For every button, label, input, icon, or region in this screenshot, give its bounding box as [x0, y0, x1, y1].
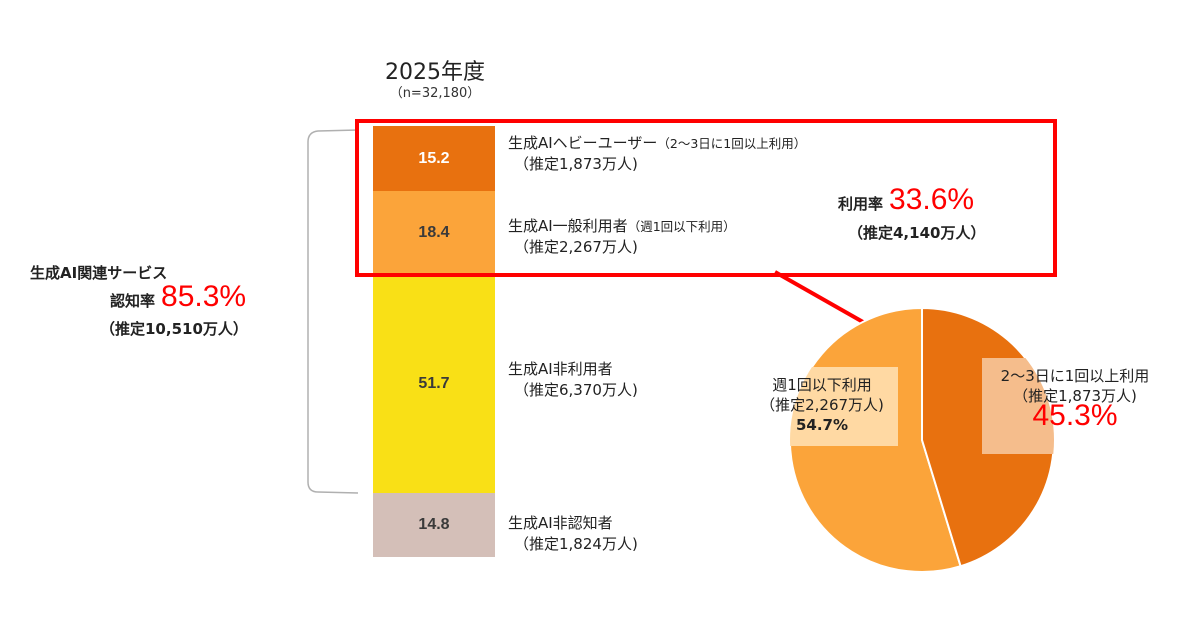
bar-segment-heavy-user: 15.2: [373, 126, 495, 191]
pie-label-text: 2～3日に1回以上利用: [1000, 367, 1150, 385]
segment-label-heavy-user: 生成AIヘビーユーザー（2～3日に1回以上利用） （推定1,873万人): [508, 133, 806, 175]
segment-label-non-user: 生成AI非利用者 （推定6,370万人): [508, 359, 638, 401]
sample-size: （n=32,180）: [389, 86, 481, 101]
pie-label-box-weekly: [790, 367, 898, 446]
usage-estimate: （推定4,140万人）: [848, 224, 986, 242]
bar-value: 14.8: [418, 516, 450, 533]
bar-segment-non-user: 51.7: [373, 275, 495, 493]
bar-value: 51.7: [418, 375, 450, 392]
segment-label-text: 生成AI非認知者: [508, 514, 613, 532]
awareness-rate-label: 認知率: [110, 292, 156, 310]
pie-label-pct: 45.3%: [1032, 399, 1118, 432]
segment-label-text: 生成AI一般利用者: [508, 217, 628, 235]
usage-rate-label: 利用率: [838, 195, 884, 213]
segment-estimate: （推定2,267万人): [514, 238, 638, 256]
segment-label-text: 生成AIヘビーユーザー: [508, 134, 658, 152]
segment-estimate: （推定6,370万人): [514, 381, 638, 399]
pie-label-estimate: （推定2,267万人): [760, 396, 884, 414]
awareness-bracket: [307, 129, 359, 494]
segment-label-general-user: 生成AI一般利用者（週1回以下利用） （推定2,267万人): [508, 216, 736, 258]
connector-line: [774, 270, 864, 324]
segment-estimate: （推定1,824万人): [514, 535, 638, 553]
year-title: 2025年度: [385, 60, 485, 85]
pie-label-estimate: （推定1,873万人): [1013, 387, 1137, 405]
pie-label-weekly: 週1回以下利用 （推定2,267万人) 54.7%: [742, 375, 902, 435]
bar-segment-unaware: 14.8: [373, 493, 495, 557]
awareness-rate-pct: 85.3%: [161, 280, 247, 313]
usage-rate-pct: 33.6%: [889, 183, 975, 216]
usage-highlight-box: [355, 119, 1057, 277]
pie-label-heavy: 2～3日に1回以上利用 （推定1,873万人) 45.3%: [980, 366, 1170, 432]
segment-label-unaware: 生成AI非認知者 （推定1,824万人): [508, 513, 638, 555]
bar-value: 18.4: [418, 224, 450, 241]
pie-label-text: 週1回以下利用: [772, 376, 872, 394]
pie-label-pct: 54.7%: [795, 416, 849, 434]
awareness-rate: 認知率 85.3%: [110, 280, 246, 314]
segment-label-note: （2～3日に1回以上利用）: [657, 136, 807, 151]
segment-label-note: （週1回以下利用）: [627, 219, 736, 234]
awareness-estimate: （推定10,510万人）: [100, 320, 248, 338]
segment-label-text: 生成AI非利用者: [508, 360, 613, 378]
bar-value: 15.2: [418, 149, 450, 167]
usage-rate: 利用率 33.6%: [838, 183, 974, 217]
awareness-title: 生成AI関連サービス: [30, 264, 168, 282]
bar-segment-general-user: 18.4: [373, 191, 495, 275]
segment-estimate: （推定1,873万人): [514, 155, 638, 173]
